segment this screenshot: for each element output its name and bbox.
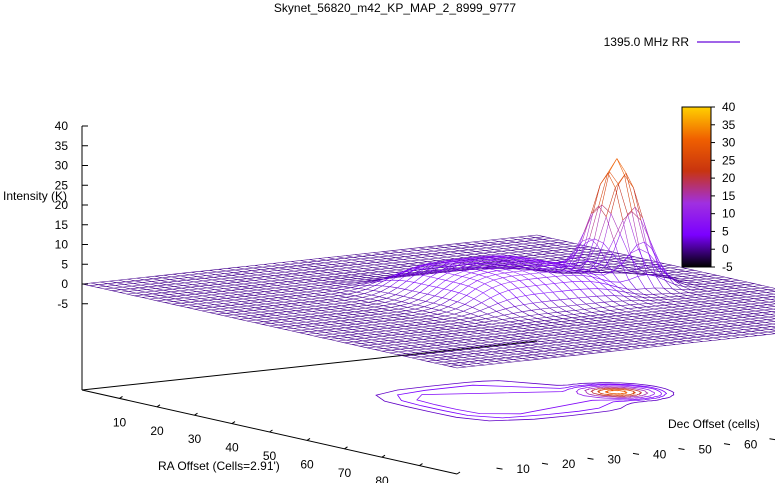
z-tick-label: 5 (61, 257, 68, 271)
x-tick-mark (194, 412, 198, 416)
x-tick-mark (456, 471, 461, 475)
y-tick-label: 60 (744, 438, 758, 452)
x-tick-label: 20 (150, 424, 164, 438)
contour-line (396, 383, 668, 419)
y-tick-label: 50 (699, 443, 713, 457)
colorbar-tick-label: 10 (722, 207, 736, 221)
y-tick-mark (632, 452, 640, 455)
z-tick-label: 35 (55, 139, 69, 153)
x-tick-label: 70 (338, 466, 352, 480)
x-tick-label: 60 (300, 457, 314, 471)
z-axis-label: Intensity (K) (3, 189, 67, 203)
x-ticks: 102030405060708090100 (113, 395, 461, 483)
x-tick-mark (156, 404, 161, 408)
x-tick-label: 50 (263, 449, 277, 463)
y-tick-mark (769, 438, 775, 441)
z-ticks: -5 0 5 10 15 20 25 30 35 40 (55, 119, 88, 311)
surface-mesh (81, 158, 775, 369)
contour-line (590, 387, 643, 397)
colorbar-tick-label: 20 (722, 171, 736, 185)
colorbar-tick-label: 25 (722, 153, 736, 167)
x-tick-mark (269, 429, 273, 433)
y-tick-label: 40 (653, 447, 667, 461)
colorbar-tick-label: 40 (722, 100, 736, 114)
x-tick-mark (419, 463, 423, 467)
x-tick-label: 10 (113, 415, 127, 429)
x-tick-mark (381, 454, 386, 458)
x-tick-label: 30 (188, 432, 202, 446)
y-tick-label: 30 (608, 452, 622, 466)
colorbar-tick-label: 0 (722, 242, 729, 256)
z-tick-label: 25 (55, 178, 69, 192)
y-ticks: 102030405060708090100 (496, 438, 775, 476)
z-tick-label: 10 (55, 238, 69, 252)
z-tick-label: 15 (55, 218, 69, 232)
x-tick-label: 80 (375, 474, 389, 483)
y-tick-mark (723, 443, 731, 446)
chart-title: Skynet_56820_m42_KP_MAP_2_8999_9777 (274, 1, 517, 15)
contour-line (584, 386, 649, 398)
colorbar-tick-label: 30 (722, 136, 736, 150)
x-tick-label: 40 (225, 441, 239, 455)
contour-line (575, 385, 655, 399)
axes (81, 126, 538, 475)
colorbar-tick-label: 5 (722, 224, 729, 238)
contour-projection (375, 380, 675, 422)
x-tick-mark (231, 421, 236, 425)
y-tick-mark (587, 457, 594, 460)
y-axis-label: Dec Offset (cells) (668, 417, 760, 431)
z-tick-label: 40 (55, 119, 69, 133)
contour-line (604, 389, 628, 395)
x-axis-label: RA Offset (Cells=2.91') (158, 459, 280, 473)
contour-line (596, 388, 636, 396)
y-tick-mark (541, 462, 549, 465)
colorbar (681, 106, 712, 268)
contour-line (375, 380, 675, 422)
y-tick-mark (496, 467, 503, 470)
z-tick-label: -5 (57, 297, 68, 311)
contour-line (416, 384, 662, 415)
y-tick-mark (678, 448, 685, 450)
colorbar-ticks: -5 0 5 10 15 20 25 30 35 40 (711, 100, 736, 274)
x-tick-mark (344, 446, 348, 450)
x-tick-mark (306, 437, 311, 441)
colorbar-tick-label: 15 (722, 189, 736, 203)
z-tick-label: 0 (61, 277, 68, 291)
y-tick-label: 10 (517, 462, 531, 476)
x-tick-mark (119, 395, 123, 399)
y-tick-label: 20 (562, 457, 576, 471)
colorbar-tick-label: 35 (722, 118, 736, 132)
legend-label: 1395.0 MHz RR (604, 35, 690, 49)
z-tick-label: 20 (55, 198, 69, 212)
z-tick-label: 30 (55, 159, 69, 173)
colorbar-tick-label: -5 (722, 260, 733, 274)
